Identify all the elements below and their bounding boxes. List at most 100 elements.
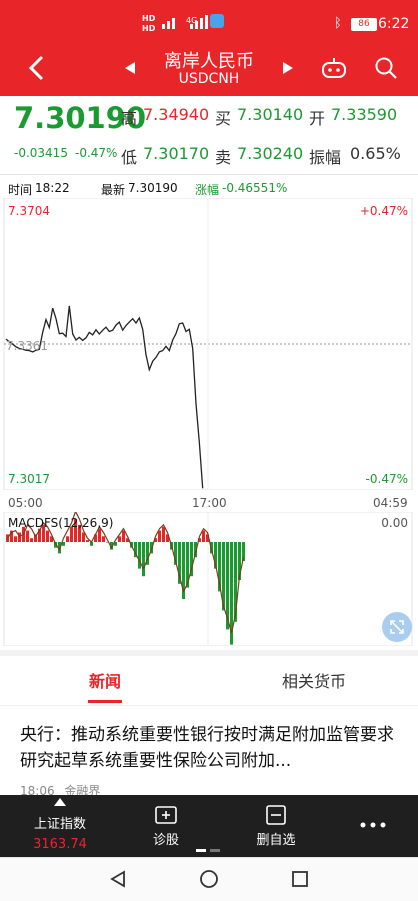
price-chart-svg (3, 198, 413, 490)
macd-bar (98, 528, 101, 542)
macd-chart[interactable]: MACDFS(12,26,9) 0.00 (0, 512, 418, 646)
macd-bar (26, 530, 29, 542)
page-title: 离岸人民币 (164, 51, 254, 72)
macd-bar (202, 530, 205, 542)
high-label: 高 (121, 109, 138, 128)
open-label: 开 (309, 109, 326, 128)
x-tick-label: 17:00 (192, 496, 227, 510)
battery-icon: 86 (351, 18, 377, 31)
macd-title: MACDFS(12,26,9) (8, 516, 114, 530)
next-symbol-button[interactable] (278, 58, 298, 78)
search-button[interactable] (372, 54, 400, 82)
time-label: 时间 (8, 183, 33, 197)
macd-bar (158, 530, 161, 542)
macd-bar (18, 532, 21, 542)
prev-symbol-button[interactable] (120, 58, 140, 78)
divider (0, 705, 418, 706)
remove-label: 删自选 (256, 833, 296, 848)
macd-zero-label: 0.00 (381, 516, 408, 530)
back-triangle-icon[interactable] (109, 870, 127, 888)
macd-bar (234, 542, 237, 622)
macd-bar (178, 542, 181, 584)
network-badge: HD (142, 24, 156, 33)
diagnose-icon (155, 806, 177, 824)
macd-bar (66, 536, 69, 542)
change-value: -0.46551% (222, 181, 288, 195)
macd-bar (126, 538, 129, 542)
macd-bar (86, 540, 89, 542)
macd-bar (242, 542, 245, 561)
recent-square-icon[interactable] (291, 870, 309, 888)
macd-bar (90, 542, 93, 546)
macd-bar (238, 542, 241, 580)
x-tick-label: 05:00 (8, 496, 43, 510)
macd-bar (70, 526, 73, 542)
macd-bar (226, 542, 229, 630)
robot-button[interactable] (320, 54, 348, 82)
y-min-label: 7.3017 (8, 472, 50, 486)
macd-bar (194, 542, 197, 558)
macd-bar (94, 534, 97, 542)
time-value: 18:22 (35, 181, 70, 195)
macd-bar (146, 542, 149, 565)
macd-bar (190, 542, 193, 577)
back-button[interactable] (20, 52, 52, 84)
bluetooth-icon: ᛒ (334, 16, 342, 31)
macd-bar (134, 542, 137, 558)
index-value: 3163.74 (33, 837, 87, 852)
network-badge: HD (142, 14, 156, 23)
macd-bar (142, 542, 145, 577)
news-headline: 央行：推动系统重要性银行按时满足附加监管要求 研究起草系统重要性保险公司附加..… (20, 725, 394, 771)
macd-bar (30, 538, 33, 542)
tab-active-indicator (88, 700, 122, 703)
price-line (5, 305, 204, 489)
reference-price-label: 7.3361 (6, 339, 48, 353)
tab-news[interactable]: 新闻 (88, 672, 121, 691)
x-tick-label: 04:59 (373, 496, 408, 510)
bottom-toolbar: 上证指数 3163.74 诊股 删自选 (0, 795, 418, 857)
expand-icon (390, 620, 404, 634)
more-button[interactable] (350, 795, 396, 857)
macd-bar (114, 542, 117, 546)
macd-bar (74, 519, 77, 542)
top-header: HD HD 4G ᛒ 86 6:22 离岸人民币 USDCNH (0, 0, 418, 96)
diagnose-button[interactable]: 诊股 (136, 795, 196, 857)
macd-bar (122, 530, 125, 542)
low-label: 低 (121, 148, 138, 167)
divider (0, 174, 418, 175)
change-label: 涨幅 (195, 183, 220, 197)
macd-chart-svg (3, 512, 413, 646)
tab-related-currency[interactable]: 相关货币 (281, 672, 346, 691)
macd-bar (102, 536, 105, 542)
home-circle-icon[interactable] (199, 869, 219, 889)
macd-bar (166, 534, 169, 542)
macd-bar (186, 542, 189, 588)
signal-label: 4G (186, 16, 198, 25)
remove-watchlist-button[interactable]: 删自选 (246, 795, 306, 857)
page-indicator (196, 849, 222, 852)
macd-bar (42, 524, 45, 542)
macd-bar (198, 538, 201, 542)
news-time: 18:06 (20, 784, 55, 798)
triangle-left-icon (125, 62, 135, 74)
price-chart[interactable]: 7.3704 +0.47% 7.3361 7.3017 -0.47% (0, 198, 418, 490)
news-item[interactable]: 央行：推动系统重要性银行按时满足附加监管要求 研究起草系统重要性保险公司附加..… (20, 722, 398, 799)
macd-bar (82, 532, 85, 542)
macd-bar (162, 526, 165, 542)
macd-bar (218, 542, 221, 592)
macd-bar (38, 528, 41, 542)
macd-bar (154, 538, 157, 542)
chevron-up-icon (54, 798, 66, 806)
macd-bar (138, 542, 141, 569)
macd-bar (182, 542, 185, 599)
triangle-right-icon (283, 62, 293, 74)
macd-bar (34, 534, 37, 542)
macd-bar (78, 524, 81, 542)
amplitude-label: 振幅 (309, 148, 342, 167)
fullscreen-button[interactable] (382, 612, 412, 642)
more-dots-icon (360, 822, 386, 828)
diagnose-label: 诊股 (152, 833, 179, 848)
index-ticker[interactable]: 上证指数 3163.74 (10, 795, 110, 857)
sell-value: 7.30240 (237, 144, 304, 163)
y-max-label: 7.3704 (8, 204, 50, 218)
